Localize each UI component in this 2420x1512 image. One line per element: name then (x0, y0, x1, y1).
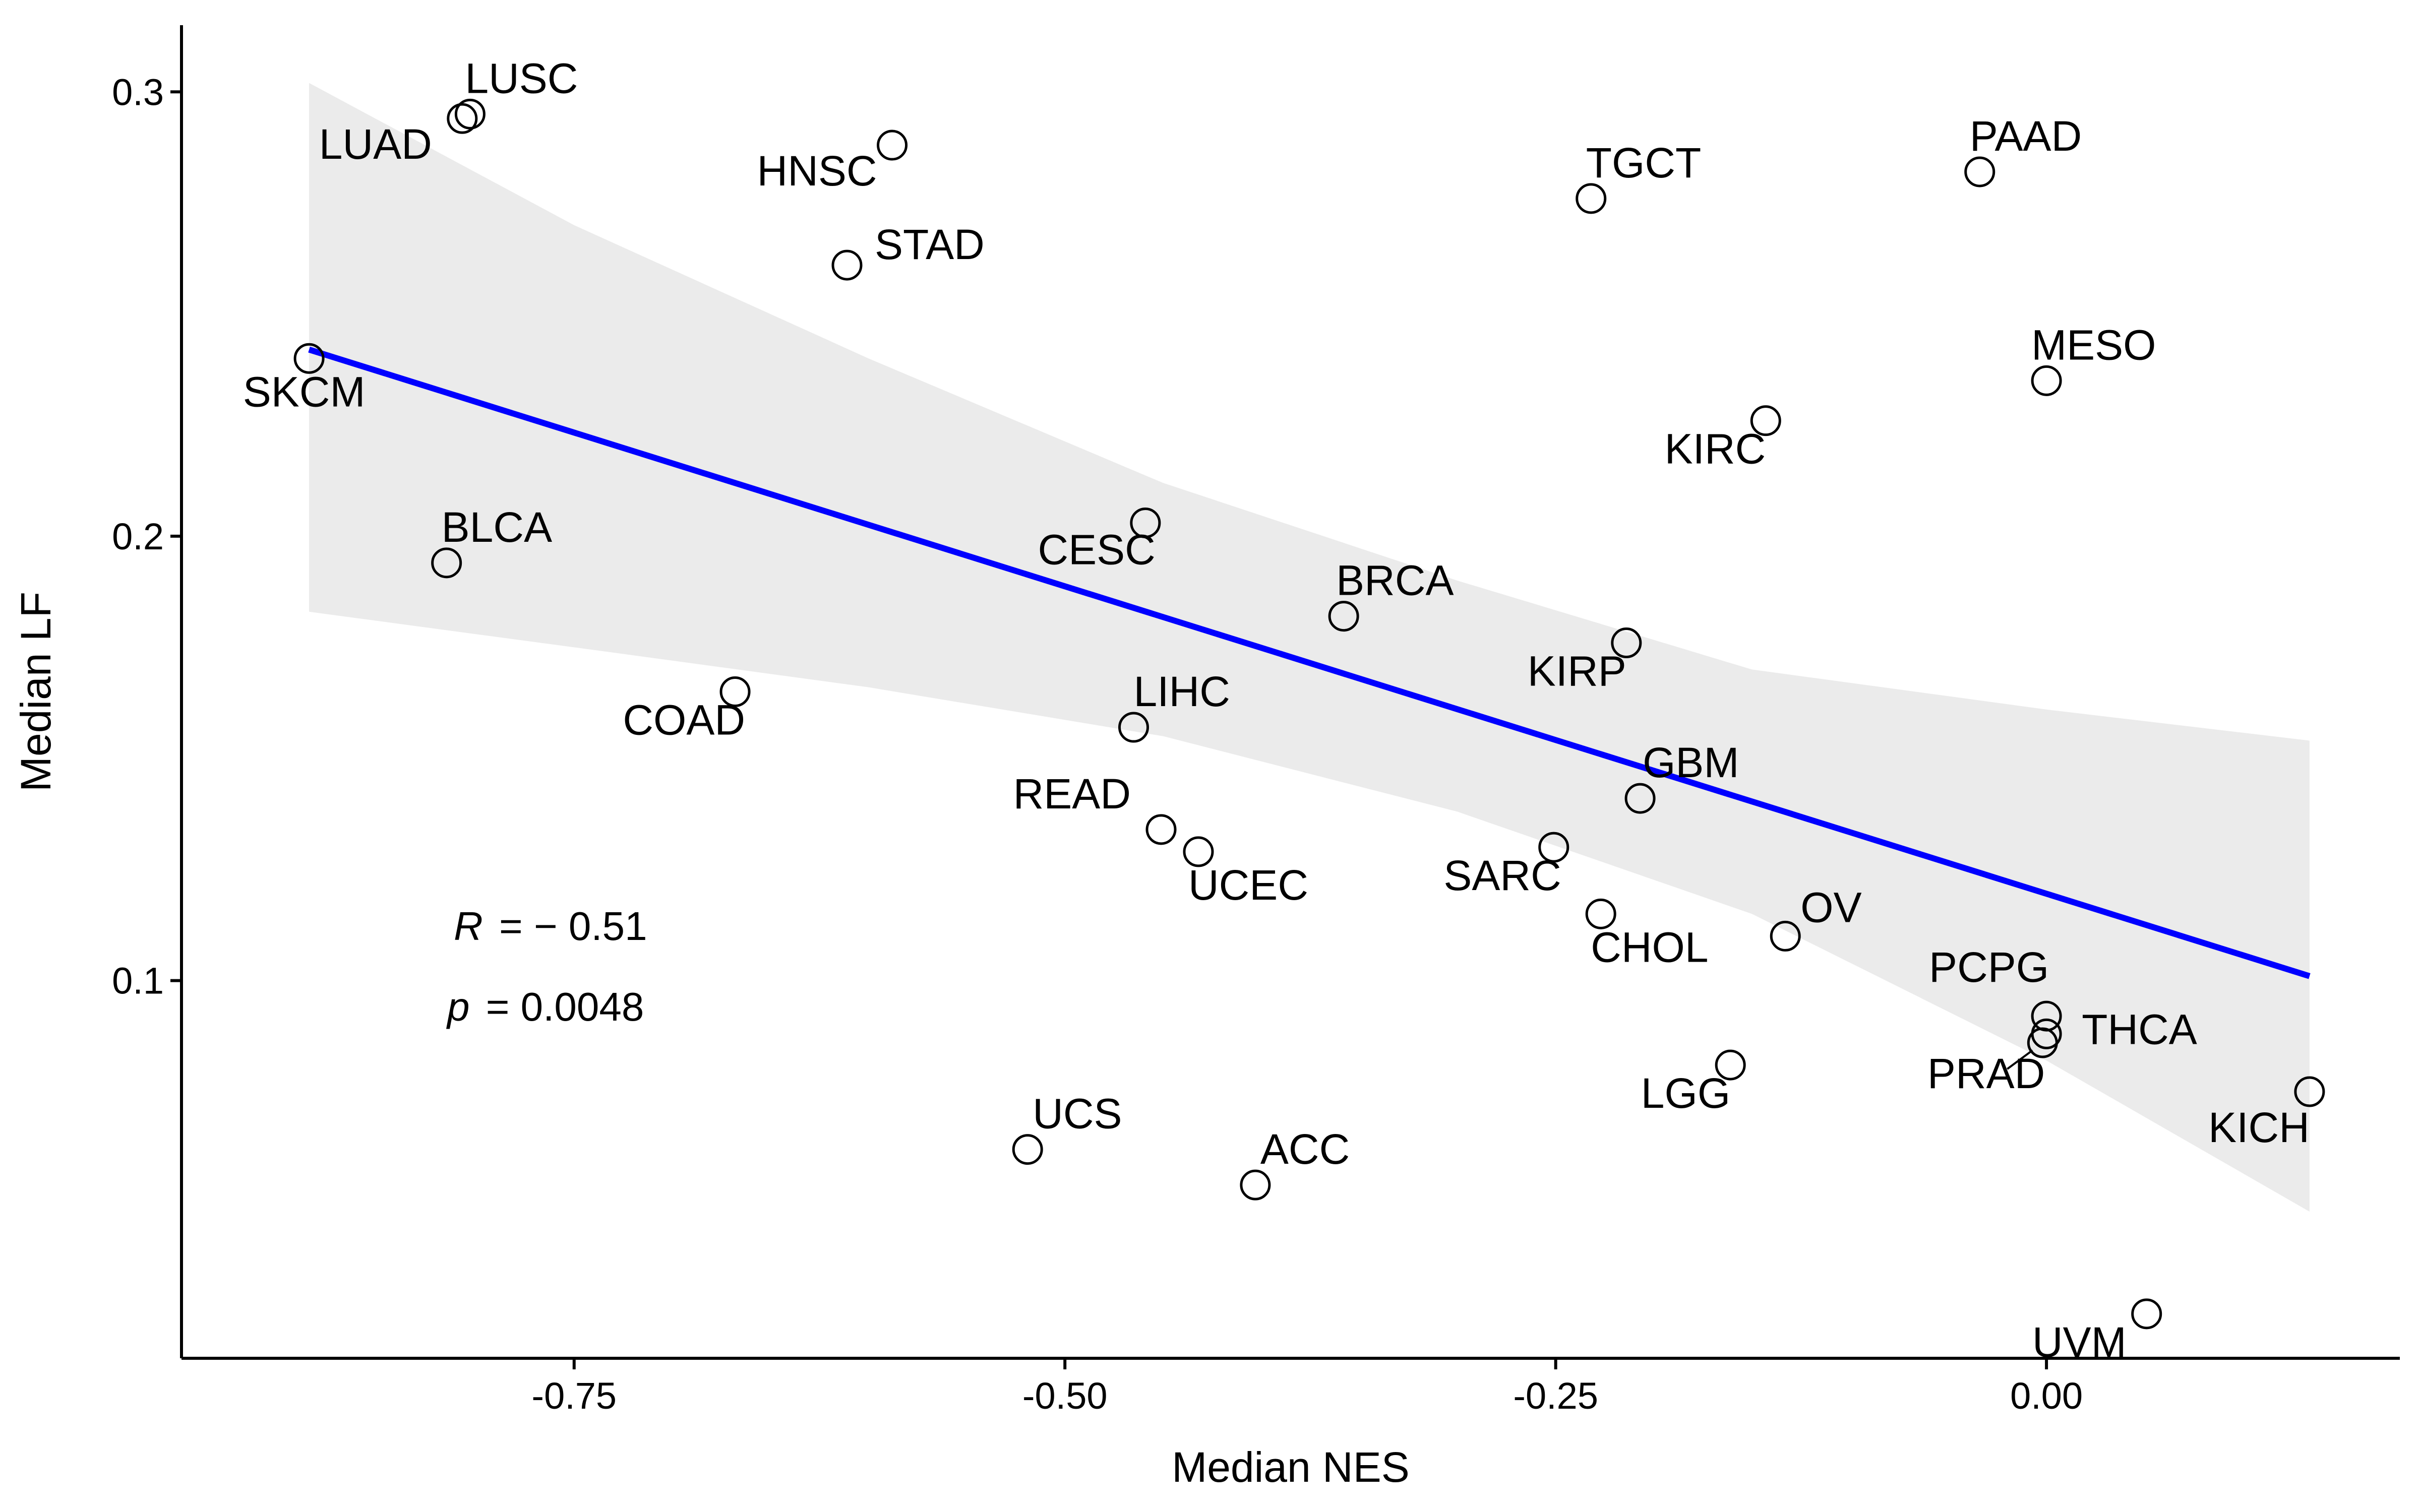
point-label: BLCA (442, 503, 552, 551)
confidence-band-group (309, 83, 2310, 1212)
y-tick-label: 0.1 (112, 960, 164, 1002)
data-point (877, 130, 908, 161)
data-point (1770, 920, 1801, 952)
prad-leader-line (2007, 1049, 2033, 1070)
data-point (293, 343, 325, 374)
data-point (1624, 783, 1656, 814)
point-label: UCS (1033, 1090, 1122, 1138)
point-label: KICH (2208, 1104, 2310, 1151)
point-label: LUAD (319, 120, 432, 168)
x-tick-label: -0.50 (1022, 1375, 1108, 1417)
data-point (1964, 156, 1995, 187)
p-value-label: p = 0.0048 (446, 984, 644, 1029)
point-label: LIHC (1133, 668, 1230, 715)
data-point (1130, 507, 1161, 538)
point-label: COAD (623, 697, 745, 744)
point-label: GBM (1643, 739, 1739, 786)
x-ticks-group: -0.75 -0.50 -0.25 0.00 (531, 1358, 2083, 1417)
point-label: ACC (1260, 1125, 1350, 1173)
point-label: BRCA (1336, 557, 1454, 604)
point-label: READ (1013, 770, 1131, 817)
axes-group (180, 25, 2400, 1360)
data-point (1145, 814, 1177, 845)
data-point (2131, 1298, 2162, 1330)
annotation-group: R = − 0.51 p = 0.0048 (446, 904, 647, 1029)
point-label: TGCT (1586, 139, 1702, 186)
data-point (2031, 365, 2062, 396)
y-tick-label: 0.3 (112, 71, 164, 113)
point-label: THCA (2082, 1005, 2197, 1053)
confidence-band (309, 83, 2310, 1212)
point-label: CESC (1038, 526, 1155, 573)
point-labels-group: LUSC LUAD HNSC STAD SKCM BLCA COAD CESC LIHC READ… (243, 54, 2310, 1365)
data-point (431, 547, 462, 579)
data-point (1715, 1049, 1746, 1081)
data-point (1576, 183, 1607, 214)
x-axis-title: Median NES (1172, 1443, 1410, 1491)
data-point (1328, 601, 1359, 632)
point-label: LUSC (465, 54, 578, 102)
regression-group (308, 346, 2311, 979)
data-point (1585, 898, 1616, 929)
point-label: SARC (1443, 852, 1561, 899)
point-label: STAD (875, 221, 985, 268)
y-tick-label: 0.2 (112, 516, 164, 557)
correlation-label: R = − 0.51 (454, 904, 647, 949)
r-symbol: R (454, 904, 483, 949)
data-point (719, 676, 751, 707)
data-point (2027, 1027, 2058, 1058)
point-label: CHOL (1591, 923, 1708, 971)
point-label: MESO (2031, 321, 2156, 368)
points-group (293, 98, 2325, 1330)
data-point (831, 249, 863, 281)
data-point (1611, 627, 1642, 659)
data-point (2294, 1076, 2325, 1107)
point-label: KIRC (1665, 425, 1766, 473)
point-label: HNSC (757, 147, 877, 195)
data-point (1750, 405, 1781, 436)
p-value: = 0.0048 (486, 984, 644, 1029)
point-label: KIRP (1528, 648, 1626, 695)
point-label: SKCM (243, 368, 366, 415)
point-label: PAAD (1970, 112, 2082, 160)
data-point (1183, 836, 1214, 867)
data-point (1012, 1134, 1043, 1165)
data-point (447, 103, 478, 134)
data-point (1240, 1169, 1271, 1201)
r-value: = − 0.51 (499, 904, 647, 949)
data-point (1118, 712, 1149, 743)
data-point (454, 98, 486, 130)
regression-line (308, 346, 2311, 979)
x-tick-label: -0.75 (531, 1375, 617, 1417)
x-tick-label: -0.25 (1513, 1375, 1598, 1417)
point-label: PRAD (1927, 1050, 2045, 1097)
x-tick-label: 0.00 (2010, 1375, 2083, 1417)
y-axis-title: Median LF (12, 592, 59, 792)
point-label: LGG (1641, 1069, 1730, 1117)
point-label: UCEC (1188, 861, 1308, 909)
point-label: OV (1800, 884, 1861, 931)
point-label: PCPG (1929, 943, 2049, 991)
data-point (1538, 832, 1569, 863)
y-ticks-group: 0.1 0.2 0.3 (112, 71, 182, 1002)
p-symbol: p (446, 984, 470, 1029)
